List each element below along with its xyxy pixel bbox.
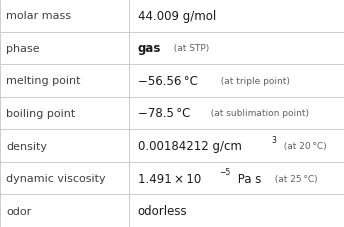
- Text: −56.56 °C: −56.56 °C: [138, 75, 197, 88]
- Text: (at STP): (at STP): [168, 44, 209, 53]
- Text: density: density: [6, 141, 47, 151]
- Text: odorless: odorless: [138, 204, 187, 217]
- Text: −5: −5: [219, 167, 230, 176]
- Text: 0.00184212 g/cm: 0.00184212 g/cm: [138, 139, 241, 152]
- Text: melting point: melting point: [6, 76, 81, 86]
- Text: (at 25 °C): (at 25 °C): [269, 174, 318, 183]
- Text: −78.5 °C: −78.5 °C: [138, 107, 190, 120]
- Text: boiling point: boiling point: [6, 109, 75, 118]
- Text: 44.009 g/mol: 44.009 g/mol: [138, 10, 216, 23]
- Text: (at triple point): (at triple point): [215, 76, 290, 86]
- Text: (at 20 °C): (at 20 °C): [278, 141, 326, 151]
- Text: 1.491 × 10: 1.491 × 10: [138, 172, 201, 185]
- Text: phase: phase: [6, 44, 40, 54]
- Text: odor: odor: [6, 206, 31, 216]
- Text: (at sublimation point): (at sublimation point): [205, 109, 309, 118]
- Text: 3: 3: [272, 135, 277, 144]
- Text: Pa s: Pa s: [234, 172, 261, 185]
- Text: dynamic viscosity: dynamic viscosity: [6, 173, 106, 183]
- Text: molar mass: molar mass: [6, 11, 71, 21]
- Text: gas: gas: [138, 42, 161, 55]
